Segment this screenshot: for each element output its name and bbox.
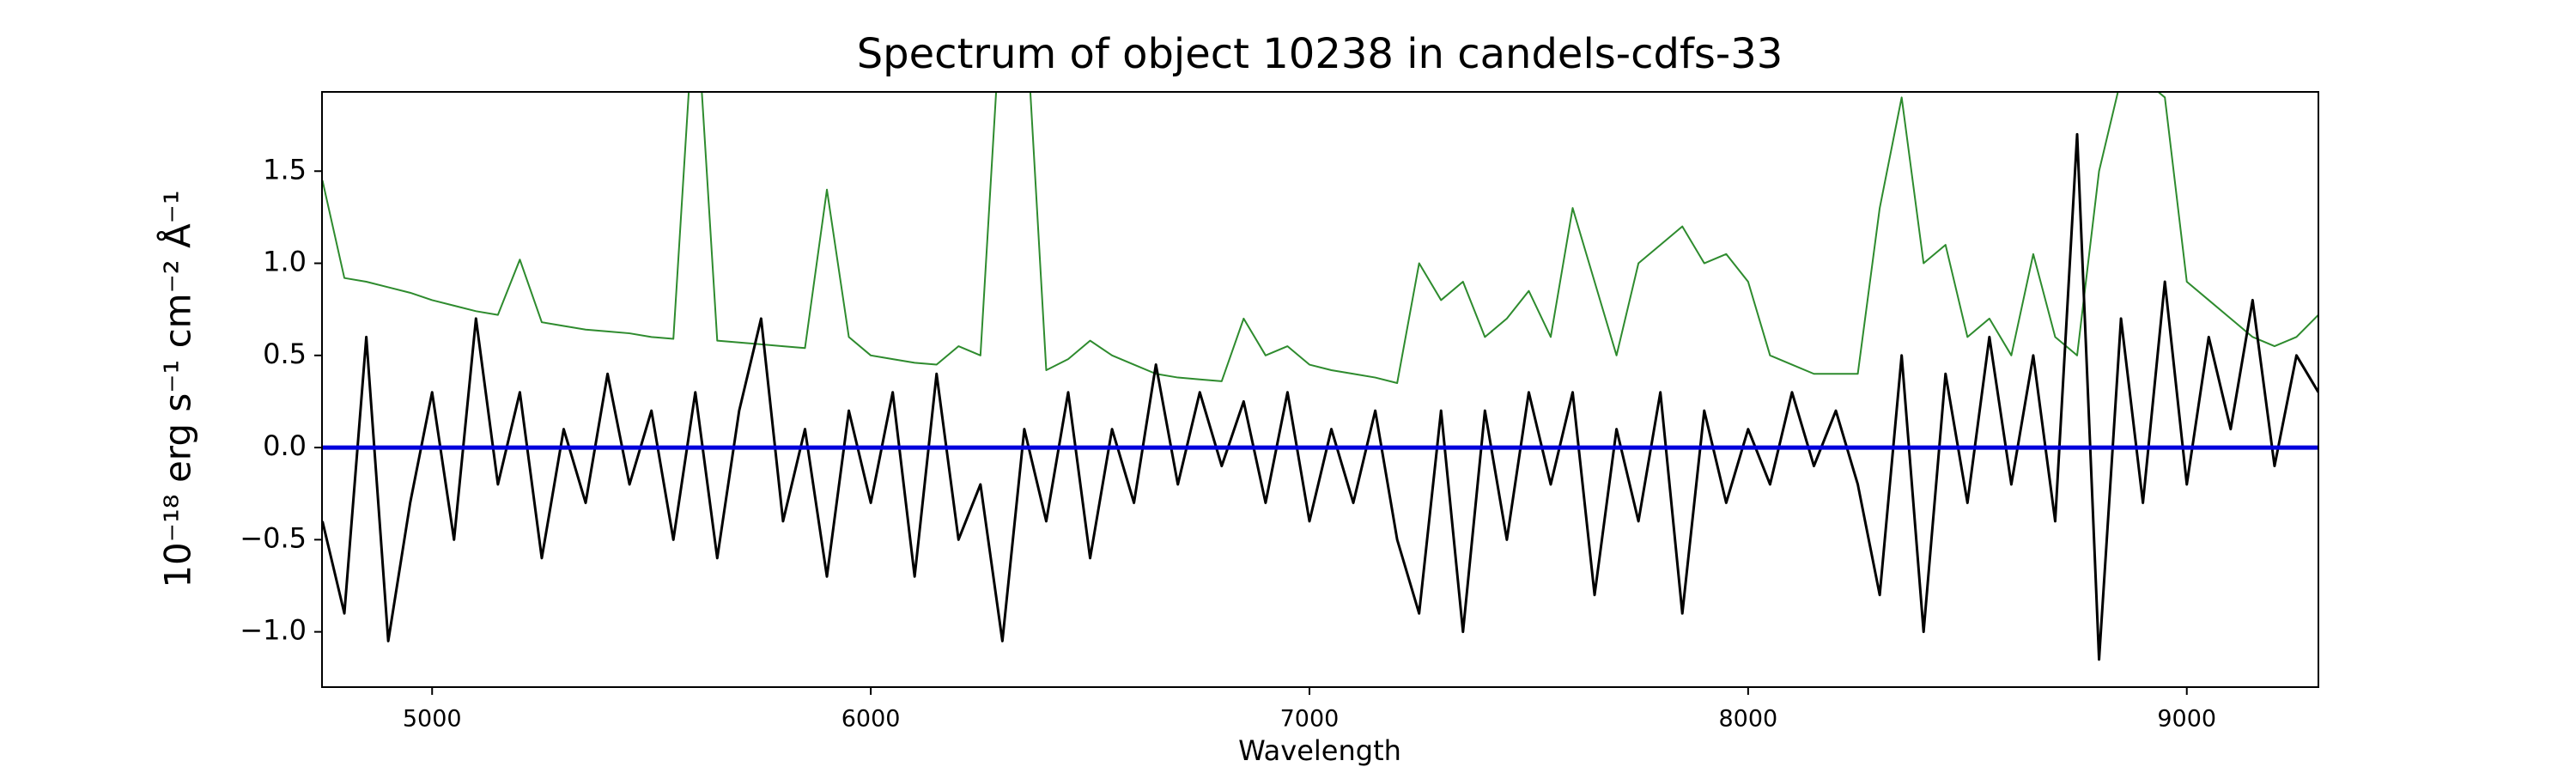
y-axis-label: 10⁻¹⁸ erg s⁻¹ cm⁻² Å⁻¹ bbox=[156, 190, 199, 587]
y-tick-label: 0.5 bbox=[263, 338, 307, 370]
x-tick-label: 6000 bbox=[841, 706, 901, 733]
x-tick-label: 5000 bbox=[403, 706, 462, 733]
y-tick-label: 1.0 bbox=[263, 246, 307, 278]
x-tick-label: 8000 bbox=[1719, 706, 1778, 733]
spectrum-line bbox=[322, 132, 2318, 661]
x-tick-label: 7000 bbox=[1280, 706, 1340, 733]
y-tick-label: −0.5 bbox=[240, 521, 307, 554]
x-tick-label: 9000 bbox=[2157, 706, 2216, 733]
x-axis-label: Wavelength bbox=[1238, 734, 1401, 767]
chart-title: Spectrum of object 10238 in candels-cdfs… bbox=[857, 30, 1783, 78]
y-tick-label: −1.0 bbox=[240, 614, 307, 647]
y-tick-label: 0.0 bbox=[263, 429, 307, 462]
plot-area bbox=[322, 92, 2318, 661]
plot-frame bbox=[321, 91, 2319, 688]
y-tick-label: 1.5 bbox=[263, 153, 307, 186]
spectrum-line bbox=[322, 92, 2318, 384]
